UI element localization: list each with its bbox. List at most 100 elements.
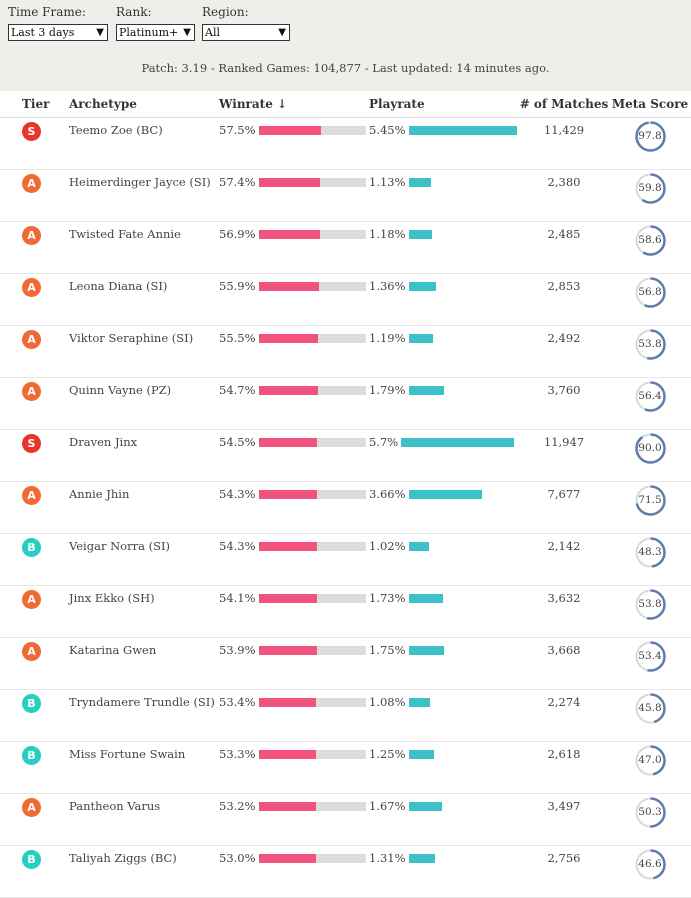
meta-score-value: 46.6: [638, 858, 662, 870]
archetype-column-header[interactable]: Archetype: [69, 91, 219, 118]
meta-score-ring: 59.8: [634, 172, 667, 205]
meta-score-ring: 47.0: [634, 744, 667, 777]
archetype-name[interactable]: Twisted Fate Annie: [69, 227, 181, 241]
meta-score-value: 47.0: [638, 754, 662, 766]
winrate-bar: [258, 489, 366, 499]
playrate-cell: 3.66%: [369, 481, 519, 534]
winrate-bar: [258, 853, 366, 863]
archetype-cell: Taliyah Ziggs (BC): [69, 845, 219, 898]
playrate-bar-fill: [408, 853, 435, 863]
tier-badge: A: [22, 226, 41, 245]
playrate-value: 5.45%: [369, 123, 406, 137]
matches-value: 2,274: [547, 695, 581, 709]
winrate-value: 54.3%: [219, 539, 256, 553]
meta-score-value: 45.8: [638, 702, 662, 714]
archetype-name[interactable]: Tryndamere Trundle (SI): [69, 695, 215, 709]
playrate-cell: 1.31%: [369, 845, 519, 898]
archetype-name[interactable]: Teemo Zoe (BC): [69, 123, 163, 137]
matches-value: 7,677: [547, 487, 581, 501]
meta-score-value: 53.4: [638, 650, 662, 662]
archetype-cell: Annie Jhin: [69, 481, 219, 534]
table-row[interactable]: A Annie Jhin 54.3% 3.66% 7,677 71.5: [0, 481, 691, 534]
playrate-cell: 1.18%: [369, 221, 519, 274]
archetype-name[interactable]: Taliyah Ziggs (BC): [69, 851, 177, 865]
tier-cell: A: [0, 585, 69, 638]
table-row[interactable]: S Teemo Zoe (BC) 57.5% 5.45% 11,429 97.8: [0, 117, 691, 170]
playrate-bar-fill: [408, 489, 482, 499]
meta-score-ring: 56.8: [634, 276, 667, 309]
winrate-bar-fill: [258, 281, 319, 291]
meta-score-value: 90.0: [638, 442, 662, 454]
table-row[interactable]: B Tryndamere Trundle (SI) 53.4% 1.08% 2,274 4…: [0, 689, 691, 742]
meta-score-cell: 58.6: [609, 221, 691, 274]
playrate-bar-fill: [408, 177, 431, 187]
playrate-cell: 1.19%: [369, 325, 519, 378]
table-row[interactable]: B Taliyah Ziggs (BC) 53.0% 1.31% 2,756 46.6: [0, 845, 691, 898]
matches-value: 3,760: [547, 383, 581, 397]
winrate-value: 55.9%: [219, 279, 256, 293]
time-frame-select[interactable]: Last 3 days ▼: [8, 24, 108, 41]
table-row[interactable]: B Veigar Norra (SI) 54.3% 1.02% 2,142 48.3: [0, 533, 691, 586]
playrate-value: 1.19%: [369, 331, 406, 345]
winrate-cell: 55.5%: [219, 325, 369, 378]
region-select[interactable]: All ▼: [202, 24, 290, 41]
playrate-column-header[interactable]: Playrate: [369, 91, 519, 118]
archetype-name[interactable]: Veigar Norra (SI): [69, 539, 170, 553]
table-row[interactable]: A Twisted Fate Annie 56.9% 1.18% 2,485 58.6: [0, 221, 691, 274]
archetype-name[interactable]: Leona Diana (SI): [69, 279, 168, 293]
archetype-name[interactable]: Viktor Seraphine (SI): [69, 331, 194, 345]
meta-score-ring: 97.8: [634, 120, 667, 153]
meta-score-gauge: [634, 329, 666, 360]
matches-value: 2,853: [547, 279, 581, 293]
archetype-cell: Pantheon Varus: [69, 793, 219, 846]
table-row[interactable]: B Miss Fortune Swain 53.3% 1.25% 2,618 47.0: [0, 741, 691, 794]
matches-value: 3,668: [547, 643, 581, 657]
matches-column-header[interactable]: # of Matches: [519, 91, 609, 118]
archetype-name[interactable]: Draven Jinx: [69, 435, 138, 449]
winrate-bar-fill: [258, 801, 316, 811]
archetype-cell: Heimerdinger Jayce (SI): [69, 169, 219, 222]
archetype-name[interactable]: Katarina Gwen: [69, 643, 157, 657]
archetype-name[interactable]: Pantheon Varus: [69, 799, 161, 813]
table-row[interactable]: A Viktor Seraphine (SI) 55.5% 1.19% 2,492 53.…: [0, 325, 691, 378]
meta-score-gauge: [634, 381, 666, 412]
playrate-bar-fill: [408, 645, 444, 655]
winrate-value: 56.9%: [219, 227, 256, 241]
table-row[interactable]: A Leona Diana (SI) 55.9% 1.36% 2,853 56.8: [0, 273, 691, 326]
winrate-bar-fill: [258, 125, 321, 135]
tier-column-header[interactable]: Tier: [0, 91, 69, 118]
archetype-name[interactable]: Annie Jhin: [69, 487, 130, 501]
playrate-bar: [408, 541, 429, 551]
meta-score-ring: 90.0: [634, 432, 667, 465]
meta-score-ring: 58.6: [634, 224, 667, 257]
meta-score-gauge: [634, 641, 666, 672]
winrate-column-header[interactable]: Winrate ↓: [219, 91, 369, 118]
table-row[interactable]: A Quinn Vayne (PZ) 54.7% 1.79% 3,760 56.4: [0, 377, 691, 430]
winrate-value: 55.5%: [219, 331, 256, 345]
playrate-bar-fill: [401, 437, 515, 447]
winrate-value: 57.5%: [219, 123, 256, 137]
playrate-value: 1.18%: [369, 227, 406, 241]
archetype-name[interactable]: Miss Fortune Swain: [69, 747, 186, 761]
table-row[interactable]: A Heimerdinger Jayce (SI) 57.4% 1.13% 2,380 5…: [0, 169, 691, 222]
matches-value: 3,632: [547, 591, 581, 605]
table-row[interactable]: A Katarina Gwen 53.9% 1.75% 3,668 53.4: [0, 637, 691, 690]
archetype-name[interactable]: Jinx Ekko (SH): [69, 591, 155, 605]
archetype-name[interactable]: Heimerdinger Jayce (SI): [69, 175, 211, 189]
table-row[interactable]: S Draven Jinx 54.5% 5.7% 11,947 90.0: [0, 429, 691, 482]
table-row[interactable]: A Pantheon Varus 53.2% 1.67% 3,497 50.3: [0, 793, 691, 846]
table-row[interactable]: A Jinx Ekko (SH) 54.1% 1.73% 3,632 53.8: [0, 585, 691, 638]
tier-cell: A: [0, 377, 69, 430]
meta-score-ring: 46.6: [634, 848, 667, 881]
winrate-bar-fill: [258, 645, 317, 655]
archetype-name[interactable]: Quinn Vayne (PZ): [69, 383, 172, 397]
meta-score-gauge: [634, 797, 666, 828]
meta-score-column-header[interactable]: Meta Score: [609, 91, 691, 118]
winrate-bar: [258, 593, 366, 603]
matches-cell: 3,632: [519, 585, 609, 638]
playrate-bar-fill: [408, 229, 432, 239]
winrate-bar: [258, 385, 366, 395]
rank-select[interactable]: Platinum+ ▼: [116, 24, 195, 41]
matches-cell: 3,497: [519, 793, 609, 846]
archetype-cell: Tryndamere Trundle (SI): [69, 689, 219, 742]
